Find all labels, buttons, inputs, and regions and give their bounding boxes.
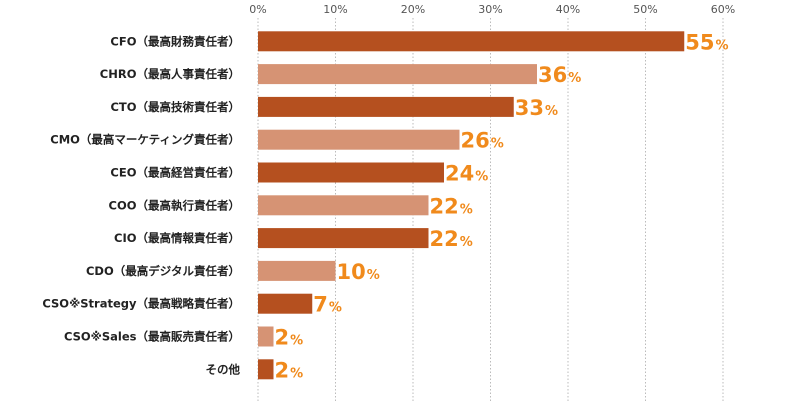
value-label: 2% bbox=[275, 326, 304, 350]
category-label: CDO（最高デジタル責任者） bbox=[86, 264, 240, 278]
bar bbox=[258, 129, 460, 150]
bar bbox=[258, 326, 274, 347]
bar bbox=[258, 228, 429, 249]
category-label: CIO（最高情報責任者） bbox=[114, 231, 240, 245]
value-label: 36% bbox=[538, 63, 581, 87]
bar bbox=[258, 195, 429, 216]
bar bbox=[258, 260, 336, 281]
x-tick-label: 50% bbox=[633, 3, 657, 16]
x-tick-label: 0% bbox=[249, 3, 266, 16]
x-tick-label: 20% bbox=[401, 3, 425, 16]
value-percent-sign: % bbox=[367, 268, 380, 283]
x-tick-label: 60% bbox=[711, 3, 735, 16]
bar bbox=[258, 162, 444, 183]
category-label: CHRO（最高人事責任者） bbox=[100, 67, 240, 81]
value-percent-sign: % bbox=[460, 235, 473, 250]
value-number: 22 bbox=[430, 227, 459, 251]
category-label: CMO（最高マーケティング責任者） bbox=[50, 133, 240, 147]
value-label: 24% bbox=[445, 162, 488, 186]
bar bbox=[258, 293, 313, 314]
x-tick-label: 10% bbox=[323, 3, 347, 16]
category-label: CSO※Strategy（最高戦略責任者） bbox=[42, 297, 240, 311]
value-percent-sign: % bbox=[290, 334, 303, 349]
value-label: 10% bbox=[337, 260, 380, 284]
value-number: 10 bbox=[337, 260, 366, 284]
value-number: 22 bbox=[430, 194, 459, 218]
category-label: CEO（最高経営責任者） bbox=[110, 166, 240, 180]
value-label: 26% bbox=[461, 129, 504, 153]
category-label: CFO（最高財務責任者） bbox=[110, 34, 240, 48]
value-label: 22% bbox=[430, 227, 473, 251]
value-percent-sign: % bbox=[545, 104, 558, 119]
bar bbox=[258, 64, 537, 85]
value-number: 36 bbox=[538, 63, 567, 87]
category-label: CSO※Sales（最高販売責任者） bbox=[64, 330, 240, 344]
value-percent-sign: % bbox=[715, 38, 728, 53]
value-percent-sign: % bbox=[491, 137, 504, 152]
value-number: 2 bbox=[275, 326, 290, 350]
value-label: 33% bbox=[515, 96, 558, 120]
value-number: 33 bbox=[515, 96, 544, 120]
bar bbox=[258, 359, 274, 380]
category-label: COO（最高執行責任者） bbox=[109, 198, 241, 212]
category-label: CTO（最高技術責任者） bbox=[110, 100, 240, 114]
value-percent-sign: % bbox=[329, 301, 342, 316]
value-percent-sign: % bbox=[568, 71, 581, 86]
value-number: 2 bbox=[275, 358, 290, 382]
value-label: 55% bbox=[685, 30, 728, 54]
value-label: 7% bbox=[313, 293, 342, 317]
value-percent-sign: % bbox=[290, 366, 303, 381]
value-number: 7 bbox=[313, 293, 328, 317]
x-tick-label: 30% bbox=[478, 3, 502, 16]
value-percent-sign: % bbox=[475, 170, 488, 185]
value-percent-sign: % bbox=[460, 202, 473, 217]
value-label: 22% bbox=[430, 194, 473, 218]
value-number: 26 bbox=[461, 129, 490, 153]
category-label: その他 bbox=[206, 362, 241, 376]
x-tick-label: 40% bbox=[556, 3, 580, 16]
value-number: 55 bbox=[685, 30, 714, 54]
bar bbox=[258, 31, 685, 52]
value-label: 2% bbox=[275, 358, 304, 382]
bar bbox=[258, 96, 514, 117]
value-number: 24 bbox=[445, 162, 474, 186]
